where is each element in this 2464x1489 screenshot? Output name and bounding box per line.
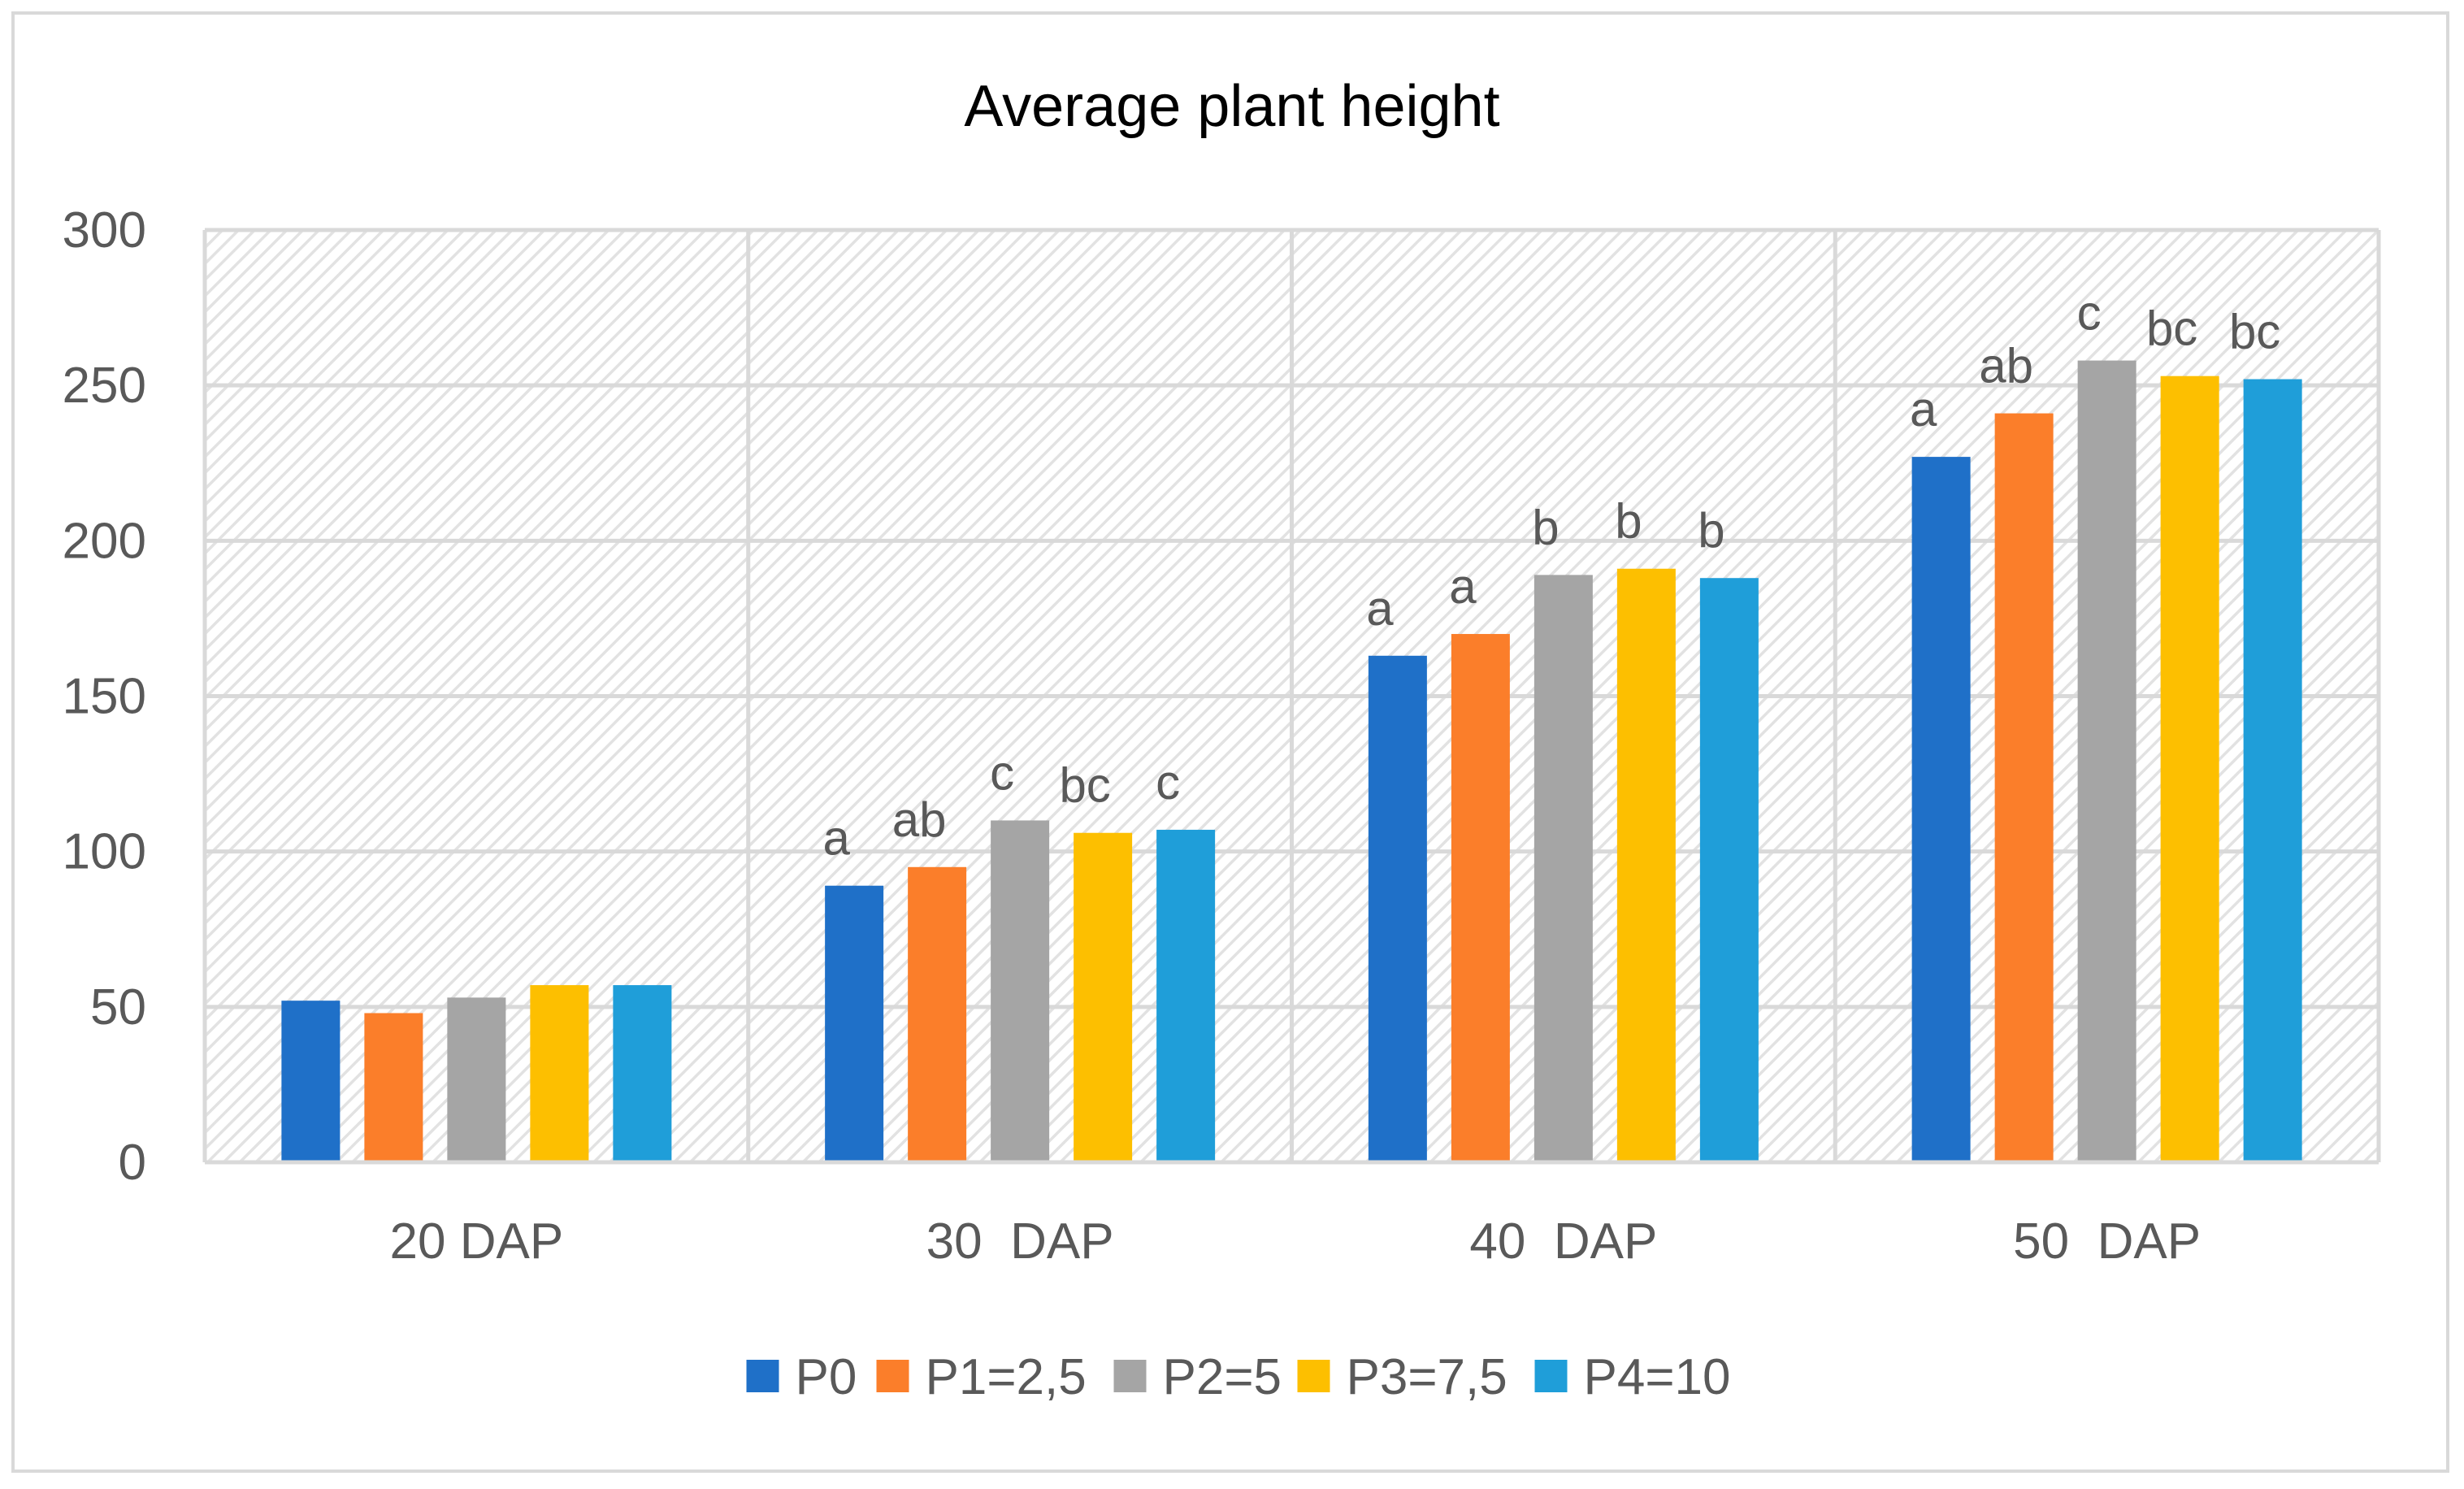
- legend-swatch: [746, 1360, 779, 1392]
- significance-label: ab: [892, 792, 947, 847]
- y-tick-label: 200: [63, 513, 146, 569]
- significance-label: a: [1366, 581, 1394, 636]
- legend-swatch: [876, 1360, 909, 1392]
- y-tick-label: 0: [119, 1135, 146, 1191]
- legend-label: P3=7,5: [1347, 1349, 1507, 1405]
- significance-label: a: [1449, 559, 1477, 614]
- bar-p1-2-5-1: [908, 866, 967, 1162]
- significance-label: bc: [1059, 758, 1110, 813]
- bar-p2-5-0: [447, 997, 506, 1162]
- x-category-label: 30 DAP: [926, 1213, 1114, 1270]
- bar-p1-2-5-0: [364, 1013, 423, 1162]
- legend-swatch: [1534, 1360, 1568, 1392]
- significance-label: b: [1532, 500, 1559, 554]
- significance-label: a: [1910, 382, 1937, 436]
- legend-swatch: [1113, 1360, 1147, 1392]
- legend-swatch: [1297, 1360, 1330, 1392]
- bar-p1-2-5-2: [1451, 634, 1510, 1162]
- bar-p0-2: [1368, 655, 1427, 1162]
- chart-title: Average plant height: [964, 74, 1499, 139]
- legend-label: P4=10: [1584, 1349, 1731, 1405]
- legend-item: P4=10: [1534, 1349, 1731, 1405]
- bar-p3-7-5-0: [530, 985, 589, 1162]
- bar-p4-10-3: [2243, 379, 2302, 1162]
- bar-p2-5-2: [1533, 575, 1593, 1162]
- significance-label: bc: [2146, 302, 2197, 356]
- significance-label: c: [990, 745, 1014, 800]
- legend-label: P2=5: [1163, 1349, 1282, 1405]
- x-category-label: 50 DAP: [2013, 1213, 2201, 1270]
- bar-p4-10-2: [1699, 578, 1759, 1162]
- x-category-label: 20 DAP: [390, 1213, 564, 1270]
- significance-label: bc: [2229, 305, 2280, 359]
- legend-item: P3=7,5: [1297, 1349, 1507, 1405]
- legend-label: P1=2,5: [926, 1349, 1087, 1405]
- significance-label: c: [1156, 755, 1180, 810]
- y-tick-label: 150: [63, 669, 146, 725]
- y-tick-label: 100: [63, 824, 146, 880]
- bar-p1-2-5-3: [1994, 413, 2054, 1162]
- legend-label: P0: [796, 1349, 857, 1405]
- significance-label: a: [822, 811, 850, 866]
- legend-item: P2=5: [1113, 1349, 1282, 1405]
- bar-p2-5-1: [991, 820, 1050, 1162]
- significance-label: c: [2077, 286, 2102, 341]
- bar-p3-7-5-3: [2160, 376, 2219, 1162]
- x-category-label: 40 DAP: [1469, 1213, 1657, 1270]
- bar-p4-10-0: [613, 985, 672, 1162]
- bar-p4-10-1: [1156, 829, 1216, 1162]
- y-tick-label: 50: [90, 979, 146, 1035]
- significance-label: b: [1698, 503, 1724, 558]
- y-tick-label: 300: [63, 202, 146, 258]
- bar-p3-7-5-2: [1616, 568, 1676, 1162]
- significance-label: ab: [1979, 339, 2033, 393]
- significance-label: b: [1615, 494, 1642, 549]
- y-tick-label: 250: [63, 358, 146, 414]
- legend-item: P1=2,5: [876, 1349, 1087, 1405]
- bar-p0-1: [825, 885, 884, 1162]
- bar-p0-0: [281, 1001, 341, 1162]
- bar-p2-5-3: [2077, 360, 2136, 1163]
- bar-p0-3: [1911, 457, 1971, 1162]
- bar-p3-7-5-1: [1074, 832, 1133, 1162]
- legend: P0 P1=2,5 P2=5 P3=7,5 P4=10: [746, 1349, 1731, 1405]
- legend-item: P0: [746, 1349, 857, 1405]
